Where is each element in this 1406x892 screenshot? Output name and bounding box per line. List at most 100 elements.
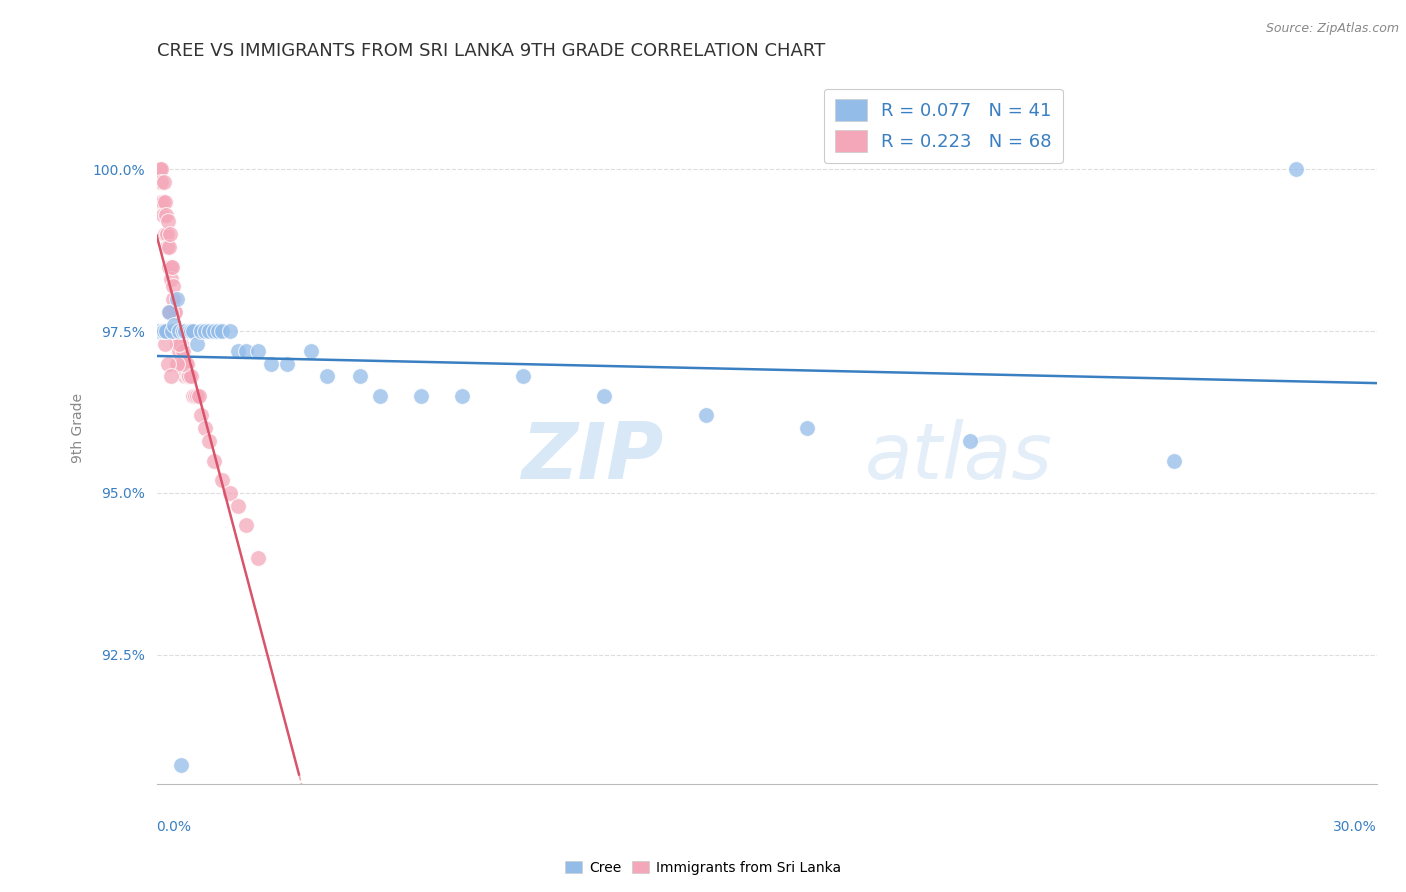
Point <box>163 324 186 338</box>
Point <box>166 357 188 371</box>
Point <box>166 324 188 338</box>
Point <box>218 486 240 500</box>
Point <box>170 757 193 772</box>
Point <box>186 389 208 403</box>
Point <box>796 421 818 435</box>
Point <box>316 369 339 384</box>
Point <box>259 357 281 371</box>
Point <box>174 369 197 384</box>
Point <box>152 194 174 209</box>
Point <box>167 357 190 371</box>
Text: 0.0%: 0.0% <box>156 820 191 834</box>
Point <box>166 357 188 371</box>
Point <box>157 305 180 319</box>
Point <box>167 324 190 338</box>
Point <box>157 240 180 254</box>
Point <box>180 369 202 384</box>
Point <box>149 162 172 177</box>
Point <box>148 324 170 338</box>
Point <box>450 389 472 403</box>
Point <box>176 357 198 371</box>
Point <box>959 434 981 449</box>
Point <box>1284 162 1306 177</box>
Point <box>211 324 233 338</box>
Text: CREE VS IMMIGRANTS FROM SRI LANKA 9TH GRADE CORRELATION CHART: CREE VS IMMIGRANTS FROM SRI LANKA 9TH GR… <box>156 42 825 60</box>
Point <box>156 227 179 242</box>
Point <box>153 194 176 209</box>
Point <box>177 369 200 384</box>
Point <box>152 324 174 338</box>
Point <box>152 324 174 338</box>
Point <box>593 389 616 403</box>
Point <box>167 343 190 358</box>
Point <box>188 389 211 403</box>
Point <box>160 260 183 274</box>
Point <box>226 343 249 358</box>
Point <box>156 324 179 338</box>
Point <box>202 324 225 338</box>
Point <box>150 175 173 189</box>
Point <box>512 369 534 384</box>
Point <box>181 389 204 403</box>
Point <box>198 434 221 449</box>
Point <box>163 305 186 319</box>
Point <box>160 369 183 384</box>
Point <box>207 324 229 338</box>
Point <box>153 337 176 351</box>
Legend: Cree, Immigrants from Sri Lanka: Cree, Immigrants from Sri Lanka <box>560 855 846 880</box>
Point <box>156 357 179 371</box>
Point <box>695 409 717 423</box>
Point <box>218 324 240 338</box>
Point <box>172 343 194 358</box>
Point <box>165 324 187 338</box>
Point <box>163 305 186 319</box>
Point <box>190 409 212 423</box>
Point <box>170 337 193 351</box>
Point <box>162 292 184 306</box>
Point <box>160 324 183 338</box>
Point <box>160 260 183 274</box>
Point <box>160 272 183 286</box>
Point <box>184 389 207 403</box>
Point <box>370 389 392 403</box>
Point <box>170 357 193 371</box>
Point <box>148 162 170 177</box>
Text: 30.0%: 30.0% <box>1333 820 1376 834</box>
Point <box>180 324 202 338</box>
Point <box>179 369 201 384</box>
Point <box>247 343 270 358</box>
Point <box>149 194 172 209</box>
Point <box>155 208 177 222</box>
Point <box>174 357 197 371</box>
Point <box>156 214 179 228</box>
Point <box>194 421 217 435</box>
Point <box>235 343 257 358</box>
Text: atlas: atlas <box>865 418 1052 495</box>
Point <box>235 518 257 533</box>
Point <box>198 324 221 338</box>
Point <box>190 324 212 338</box>
Point <box>153 227 176 242</box>
Point <box>247 550 270 565</box>
Point <box>349 369 371 384</box>
Point <box>1163 453 1185 467</box>
Point <box>276 357 298 371</box>
Text: ZIP: ZIP <box>520 418 664 495</box>
Point <box>153 324 176 338</box>
Point <box>163 324 186 338</box>
Point <box>155 324 177 338</box>
Point <box>174 324 197 338</box>
Legend: R = 0.077   N = 41, R = 0.223   N = 68: R = 0.077 N = 41, R = 0.223 N = 68 <box>824 88 1063 163</box>
Point <box>186 337 208 351</box>
Point <box>153 175 176 189</box>
Point <box>152 208 174 222</box>
Point <box>166 292 188 306</box>
Point <box>409 389 432 403</box>
Y-axis label: 9th Grade: 9th Grade <box>72 393 86 463</box>
Point <box>179 324 201 338</box>
Point <box>149 162 172 177</box>
Point <box>226 499 249 513</box>
Point <box>167 337 190 351</box>
Point <box>160 305 183 319</box>
Point <box>157 305 180 319</box>
